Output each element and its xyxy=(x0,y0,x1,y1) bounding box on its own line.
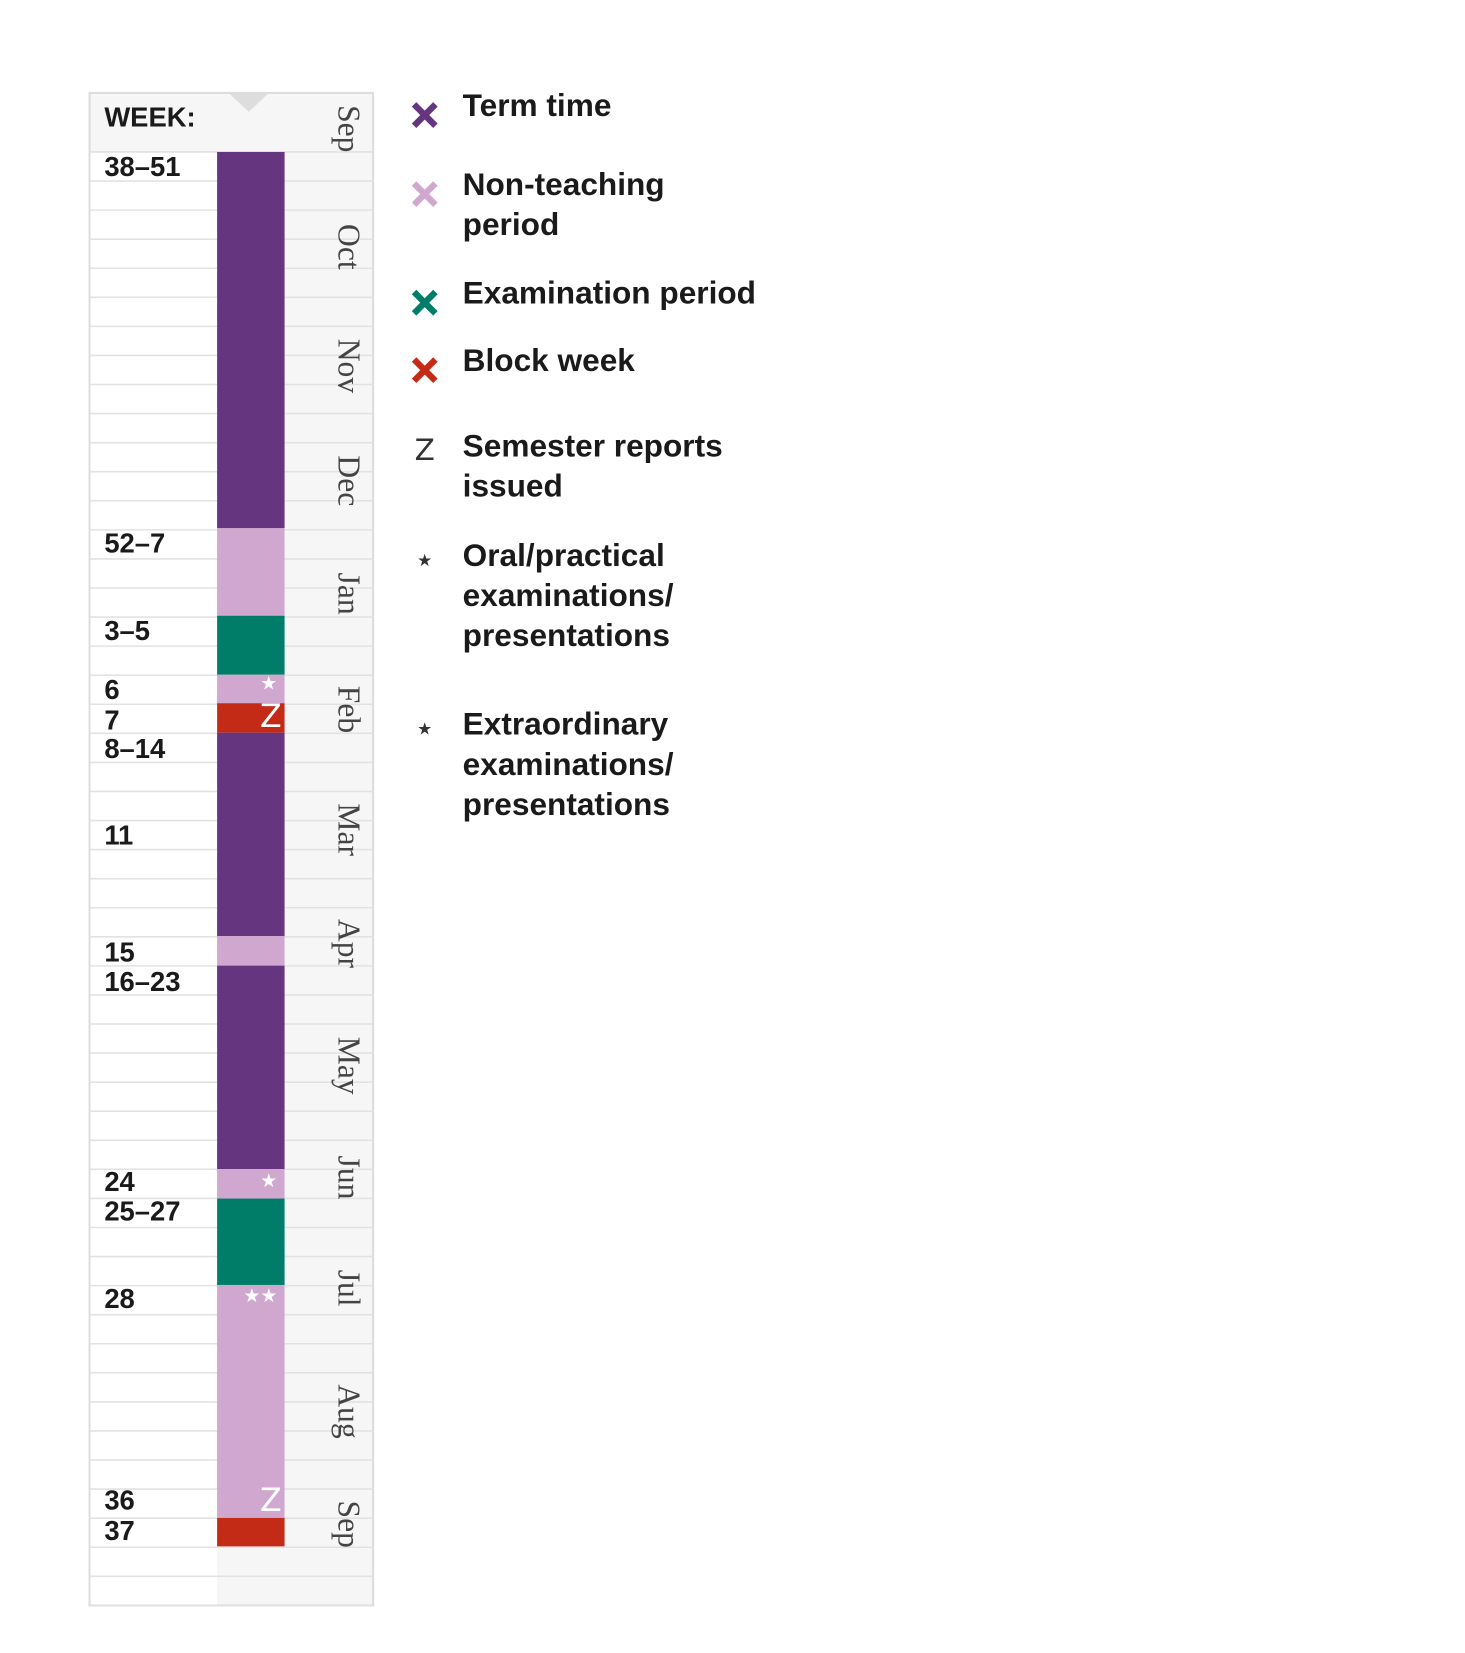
month-label: Nov xyxy=(331,339,366,394)
legend-text: period xyxy=(463,206,560,242)
legend-text: Extraordinary xyxy=(463,706,669,742)
cross-stroke xyxy=(411,102,438,128)
legend-text: presentations xyxy=(463,786,670,822)
legend-cross xyxy=(411,289,438,316)
week-label: 16–23 xyxy=(104,966,180,997)
term-segment xyxy=(217,151,285,529)
legend-text: Term time xyxy=(463,87,612,123)
non-teaching-segment xyxy=(217,1169,285,1199)
bar-marker: ★★ xyxy=(243,1285,277,1307)
bar-marker: ★ xyxy=(260,673,277,695)
month-label: May xyxy=(331,1037,366,1095)
legend-text: issued xyxy=(463,468,563,504)
pointer xyxy=(229,94,268,112)
legend-text: Semester reports xyxy=(463,427,723,463)
period-bar xyxy=(217,151,285,1547)
non-teaching-segment xyxy=(217,936,285,966)
week-label: 52–7 xyxy=(104,527,165,558)
week-label: 36 xyxy=(104,1484,134,1515)
bar-marker: Z xyxy=(260,699,282,735)
legend-text: presentations xyxy=(463,617,670,653)
non-teaching-segment xyxy=(217,1284,285,1518)
month-label: Oct xyxy=(331,224,366,270)
month-label: Mar xyxy=(331,803,366,856)
exam-segment xyxy=(217,615,285,675)
legend-symbol: ★ xyxy=(417,719,432,739)
legend-text: Non-teaching xyxy=(463,166,665,202)
week-label: 25–27 xyxy=(104,1196,180,1227)
legend-text: examinations/ xyxy=(463,577,674,613)
bar-marker: Z xyxy=(260,1483,282,1519)
legend-symbol: Z xyxy=(415,433,435,467)
bar-marker: ★ xyxy=(260,1170,277,1192)
week-label: 37 xyxy=(104,1515,134,1546)
week-label: 15 xyxy=(104,936,134,967)
week-label: 3–5 xyxy=(104,615,150,646)
non-teaching-segment xyxy=(217,674,285,704)
week-header: WEEK: xyxy=(104,102,195,133)
month-label: Dec xyxy=(331,455,366,506)
week-label: 24 xyxy=(104,1166,135,1197)
month-label: Jul xyxy=(331,1270,366,1307)
legend-text: Block week xyxy=(463,342,636,378)
month-label: Apr xyxy=(331,919,366,969)
term-segment xyxy=(217,732,285,937)
term-segment xyxy=(217,965,285,1170)
legend-text: Examination period xyxy=(463,275,756,311)
non-teaching-segment xyxy=(217,528,285,616)
week-label: 28 xyxy=(104,1283,134,1314)
legend-text: Oral/practical xyxy=(463,537,665,573)
legend-symbol: ★ xyxy=(417,550,432,570)
block-segment xyxy=(217,703,285,733)
month-label: Aug xyxy=(331,1384,366,1439)
legend-text: examinations/ xyxy=(463,746,674,782)
week-label: 8–14 xyxy=(104,733,166,764)
cross-stroke xyxy=(411,181,438,208)
week-label: 7 xyxy=(104,704,119,735)
month-label: Jan xyxy=(331,573,366,615)
week-label: 11 xyxy=(104,819,133,850)
legend-cross xyxy=(411,181,438,208)
cross-stroke xyxy=(411,357,438,384)
month-label: Sep xyxy=(331,105,366,152)
month-label: Feb xyxy=(331,686,366,733)
legend-cross xyxy=(411,357,438,384)
exam-segment xyxy=(217,1198,285,1285)
month-label: Jun xyxy=(331,1156,366,1200)
week-label: 38–51 xyxy=(104,151,180,182)
month-label: Sep xyxy=(331,1501,366,1548)
week-label: 6 xyxy=(104,674,119,705)
cross-stroke xyxy=(411,289,438,316)
block-segment xyxy=(217,1517,285,1547)
legend-cross xyxy=(411,102,438,128)
